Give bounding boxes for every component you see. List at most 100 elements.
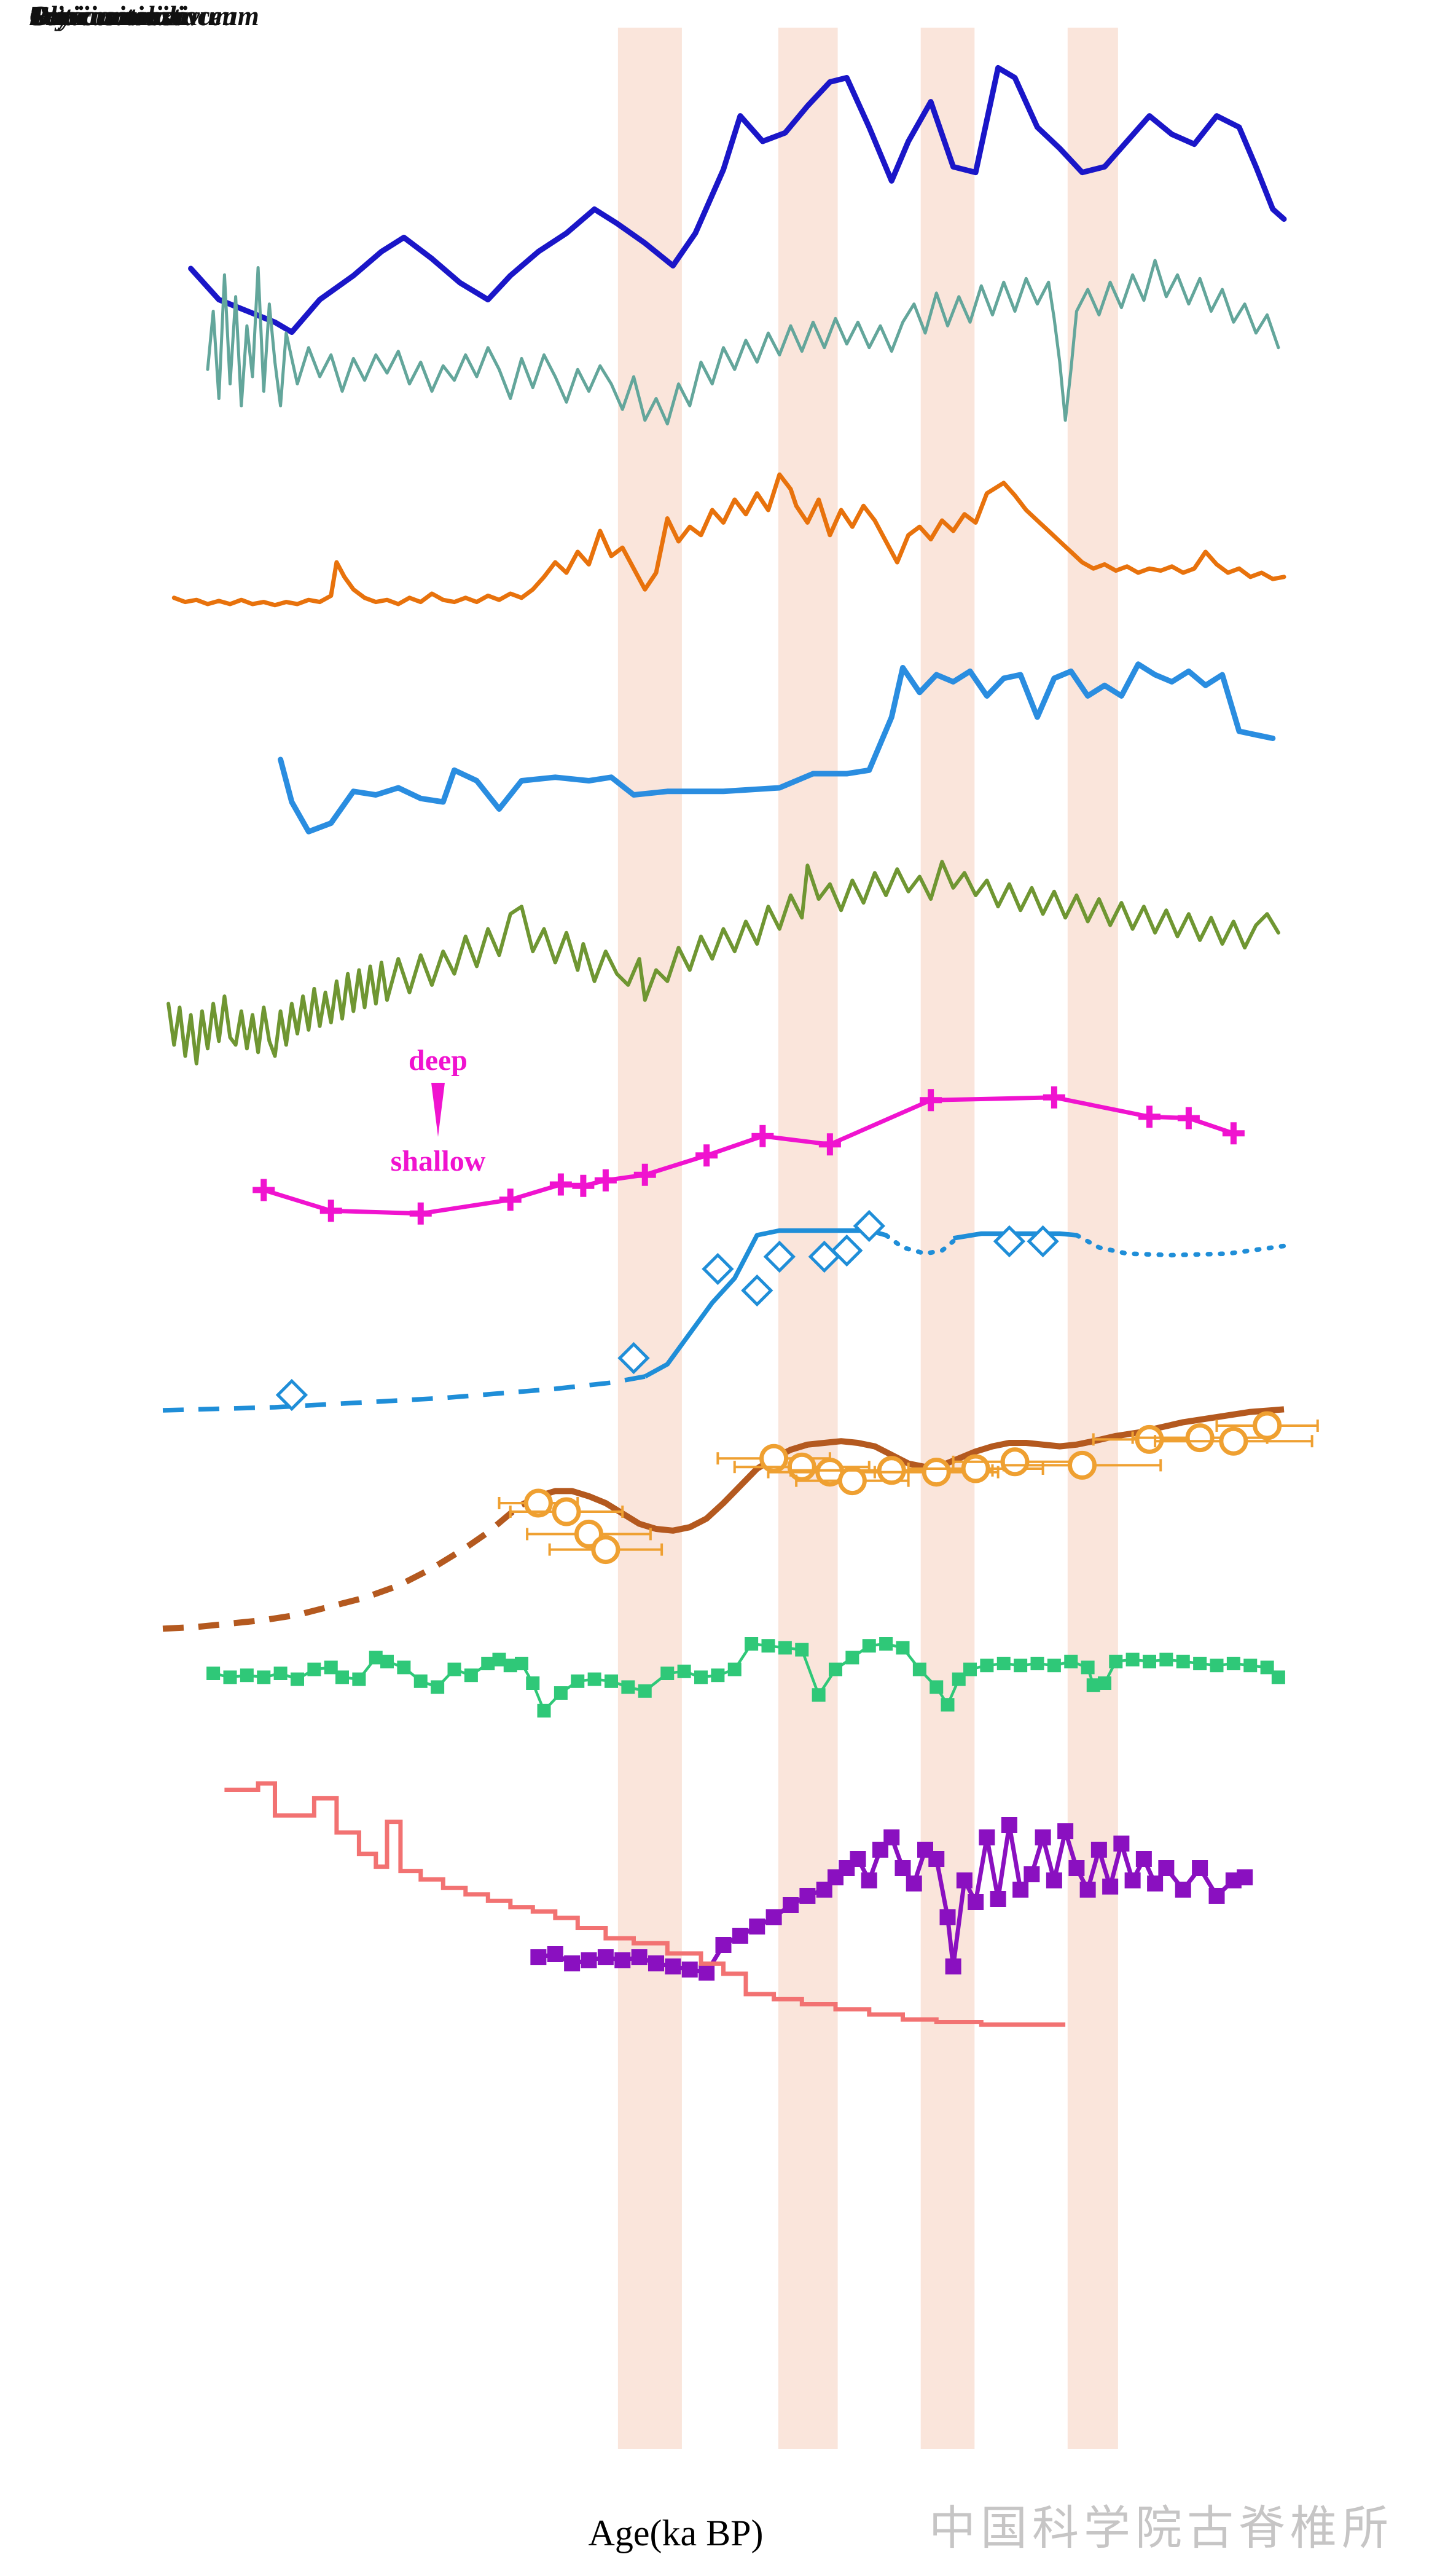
marker-square-i (352, 1672, 366, 1686)
marker-square-i (503, 1659, 517, 1673)
watermark: 中国科学院古脊椎所 (929, 2503, 1393, 2555)
marker-square-j (564, 1955, 581, 1971)
marker-square-j (597, 1949, 614, 1965)
marker-square-i (930, 1680, 944, 1694)
marker-circle-h (1135, 1424, 1164, 1454)
marker-square-i (1081, 1660, 1095, 1675)
marker-circle-h (787, 1452, 816, 1482)
marker-square-j (850, 1851, 866, 1867)
marker-square-i (621, 1680, 635, 1694)
marker-square-i (1098, 1676, 1111, 1690)
marker-square-i (778, 1641, 792, 1655)
marker-square-i (727, 1662, 742, 1676)
marker-square-i (980, 1659, 994, 1673)
marker-square-j (665, 1958, 681, 1974)
legend-item-triticum: Triticum aestivum (0, 0, 237, 32)
marker-square-j (1208, 1888, 1225, 1904)
marker-square-i (206, 1667, 221, 1680)
series-a (188, 65, 1287, 335)
marker-square-j (631, 1949, 648, 1965)
series-d (278, 661, 1276, 835)
marker-square-i (273, 1667, 288, 1680)
marker-square-j (1068, 1860, 1085, 1876)
marker-square-i (1159, 1652, 1173, 1667)
marker-square-j (1158, 1860, 1175, 1876)
marker-diamond-g (617, 1341, 650, 1375)
marker-square-i (660, 1667, 675, 1680)
annotation-arrow-icon (431, 1083, 445, 1137)
marker-square-i (413, 1674, 428, 1688)
marker-square-j (648, 1955, 664, 1971)
marker-square-i (1193, 1657, 1207, 1670)
series-h-solid (520, 1406, 1285, 1534)
marker-diamond-g (741, 1274, 773, 1307)
series-e (166, 860, 1280, 1066)
marker-square-i (1210, 1659, 1224, 1673)
marker-square-j (1102, 1879, 1119, 1895)
marker-square-i (515, 1657, 528, 1670)
marker-square-i (1030, 1657, 1044, 1670)
marker-square-j (1079, 1882, 1096, 1898)
marker-square-j (681, 1962, 698, 1978)
marker-square-j (547, 1946, 563, 1962)
marker-plus-f (1043, 1086, 1065, 1109)
marker-square-i (862, 1639, 876, 1653)
marker-square-i (481, 1657, 495, 1670)
marker-circle-h (1219, 1426, 1248, 1456)
marker-square-i (677, 1664, 691, 1678)
marker-square-i (1014, 1659, 1028, 1673)
marker-circle-h (877, 1456, 906, 1485)
marker-square-j (945, 1958, 961, 1974)
marker-square-i (397, 1660, 411, 1675)
marker-circle-h (837, 1466, 867, 1496)
marker-square-i (952, 1672, 966, 1686)
highlight-band (1067, 28, 1118, 2449)
marker-square-j (1090, 1842, 1107, 1858)
series-g-dot (883, 1233, 956, 1256)
marker-square-i (257, 1670, 271, 1684)
marker-diamond-g (1027, 1225, 1059, 1258)
marker-square-i (324, 1660, 338, 1675)
marker-circle-h (759, 1444, 789, 1473)
series-g-dash (162, 1374, 646, 1413)
marker-square-i (335, 1670, 349, 1684)
series-f (263, 1095, 1235, 1216)
marker-square-i (447, 1662, 461, 1676)
marker-square-i (845, 1651, 859, 1665)
marker-square-j (1012, 1882, 1029, 1898)
legend-item-setaria: Setaria italica (0, 0, 189, 32)
marker-square-i (1243, 1659, 1258, 1673)
marker-plus-f (1222, 1122, 1245, 1145)
marker-square-j (1124, 1872, 1141, 1888)
marker-square-j (1057, 1823, 1074, 1839)
marker-square-j (906, 1876, 922, 1891)
marker-square-i (537, 1703, 551, 1718)
series-b (206, 259, 1280, 426)
marker-square-i (761, 1639, 775, 1653)
marker-square-i (1125, 1652, 1140, 1667)
marker-square-i (1047, 1659, 1061, 1673)
legend-label: Triticum aestivum (29, 1, 237, 31)
series-g-solid (643, 1228, 887, 1379)
marker-square-j (968, 1894, 984, 1910)
series-c (171, 472, 1286, 608)
marker-square-i (1109, 1654, 1123, 1668)
marker-square-i (571, 1674, 585, 1688)
marker-diamond-g (275, 1378, 308, 1412)
marker-square-j (1237, 1869, 1253, 1885)
marker-plus-f (549, 1173, 572, 1196)
marker-plus-f (818, 1133, 841, 1156)
marker-square-i (369, 1651, 383, 1665)
marker-square-j (1175, 1882, 1191, 1898)
marker-square-j (1035, 1829, 1051, 1845)
legend-item-oryza: Oryza sativa (0, 0, 170, 32)
marker-square-i (1271, 1670, 1285, 1684)
marker-square-j (799, 1888, 816, 1904)
highlight-band (617, 28, 682, 2449)
marker-plus-f (633, 1163, 656, 1186)
marker-circle-h (1185, 1423, 1215, 1453)
legend-label: Glycine max (29, 1, 173, 31)
marker-square-i (1226, 1657, 1240, 1670)
